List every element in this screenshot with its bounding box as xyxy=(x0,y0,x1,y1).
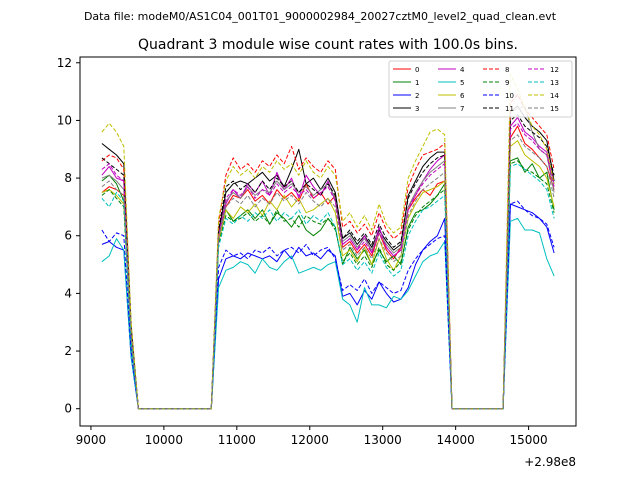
legend-box xyxy=(388,60,573,118)
legend-label-12: 12 xyxy=(550,66,559,74)
legend-label-10: 10 xyxy=(505,92,514,100)
legend-label-0: 0 xyxy=(415,66,419,74)
legend-label-5: 5 xyxy=(460,79,464,87)
legend-label-2: 2 xyxy=(415,92,419,100)
y-axis: 0 2 4 6 8 10 12 xyxy=(57,56,80,416)
legend-label-9: 9 xyxy=(505,79,509,87)
x-tick-label: 14000 xyxy=(437,433,475,447)
legend-label-11: 11 xyxy=(505,105,514,113)
legend-label-6: 6 xyxy=(460,92,465,100)
x-tick-label: 9000 xyxy=(76,433,107,447)
legend-label-13: 13 xyxy=(550,79,559,87)
y-tick-label: 2 xyxy=(64,344,72,358)
series-layer xyxy=(101,73,555,410)
plot-frame xyxy=(79,56,577,427)
legend-label-14: 14 xyxy=(550,92,559,100)
y-tick-label: 10 xyxy=(57,113,72,127)
series-line-12 xyxy=(101,122,555,410)
figure-suptitle: Data file: modeM0/AS1C04_001T01_90000029… xyxy=(84,10,557,23)
x-tick-label: 12000 xyxy=(291,433,329,447)
chart-title: Quadrant 3 module wise count rates with … xyxy=(138,37,518,53)
x-tick-label: 11000 xyxy=(218,433,256,447)
x-offset-label: +2.98e8 xyxy=(524,455,576,469)
y-tick-label: 0 xyxy=(64,402,72,416)
x-tick-label: 13000 xyxy=(364,433,402,447)
legend-label-3: 3 xyxy=(415,105,419,113)
x-tick-label: 15000 xyxy=(509,433,547,447)
y-tick-label: 6 xyxy=(64,229,72,243)
series-line-14 xyxy=(101,73,555,410)
legend-label-1: 1 xyxy=(415,79,419,87)
series-line-15 xyxy=(101,134,555,410)
y-tick-label: 12 xyxy=(57,56,72,70)
x-axis: 9000 10000 11000 12000 13000 14000 15000 xyxy=(76,426,548,447)
legend-label-7: 7 xyxy=(460,105,464,113)
legend-label-8: 8 xyxy=(505,66,509,74)
legend-label-4: 4 xyxy=(460,66,465,74)
y-tick-label: 8 xyxy=(64,171,72,185)
y-tick-label: 4 xyxy=(64,286,72,300)
legend-label-15: 15 xyxy=(550,105,559,113)
x-tick-label: 10000 xyxy=(145,433,183,447)
